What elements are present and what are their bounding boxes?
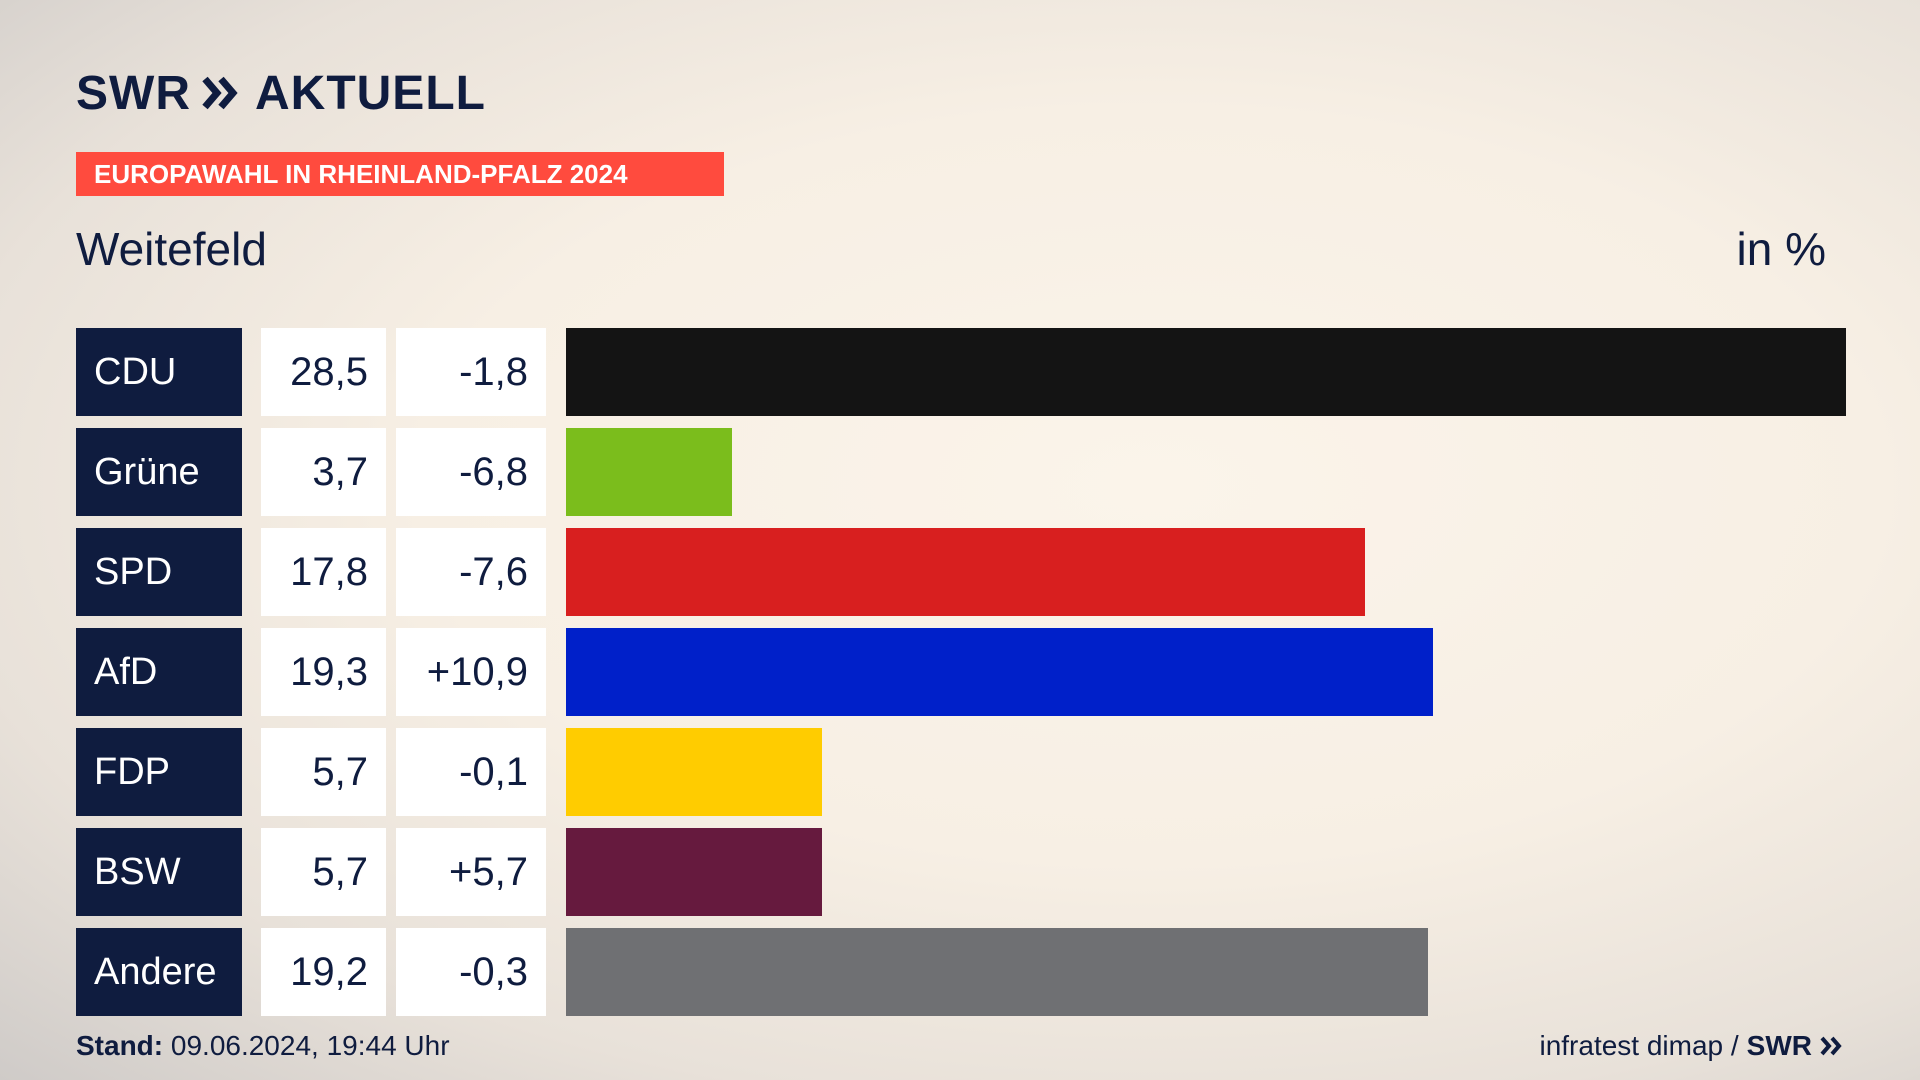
chart-row: AfD 19,3 +10,9 <box>76 628 1846 716</box>
value-label: 19,3 <box>261 628 386 716</box>
brand-name-left: SWR <box>76 66 191 120</box>
unit-label: in % <box>1736 223 1826 275</box>
result-bar <box>566 628 1433 716</box>
party-label: CDU <box>76 328 242 416</box>
result-bar <box>566 528 1365 616</box>
result-bar <box>566 828 822 916</box>
chart-row: Grüne 3,7 -6,8 <box>76 428 1846 516</box>
diff-label: -0,1 <box>396 728 546 816</box>
result-bar <box>566 728 822 816</box>
source-credit: infratest dimap / SWR <box>1539 1030 1844 1062</box>
source-brand: SWR <box>1746 1030 1812 1061</box>
source-text: infratest dimap / <box>1539 1030 1739 1061</box>
place-title: Weitefeld <box>76 223 267 275</box>
value-label: 5,7 <box>261 728 386 816</box>
diff-label: -7,6 <box>396 528 546 616</box>
result-bar <box>566 328 1846 416</box>
chart-row: Andere 19,2 -0,3 <box>76 928 1846 1016</box>
diff-label: +5,7 <box>396 828 546 916</box>
result-bar <box>566 428 732 516</box>
timestamp: Stand: 09.06.2024, 19:44 Uhr <box>76 1030 450 1062</box>
diff-label: -6,8 <box>396 428 546 516</box>
party-label: BSW <box>76 828 242 916</box>
party-label: AfD <box>76 628 242 716</box>
diff-label: -1,8 <box>396 328 546 416</box>
result-bar <box>566 928 1428 1016</box>
election-badge: EUROPAWAHL IN RHEINLAND-PFALZ 2024 <box>76 152 724 196</box>
party-label: FDP <box>76 728 242 816</box>
chart-row: SPD 17,8 -7,6 <box>76 528 1846 616</box>
value-label: 19,2 <box>261 928 386 1016</box>
chart-row: BSW 5,7 +5,7 <box>76 828 1846 916</box>
party-label: Andere <box>76 928 242 1016</box>
party-label: Grüne <box>76 428 242 516</box>
double-chevron-icon <box>1820 1036 1842 1056</box>
value-label: 3,7 <box>261 428 386 516</box>
diff-label: +10,9 <box>396 628 546 716</box>
brand-name-right: AKTUELL <box>254 66 486 120</box>
chart-row: CDU 28,5 -1,8 <box>76 328 1846 416</box>
stand-value: 09.06.2024, 19:44 Uhr <box>170 1030 450 1061</box>
party-label: SPD <box>76 528 242 616</box>
diff-label: -0,3 <box>396 928 546 1016</box>
value-label: 5,7 <box>261 828 386 916</box>
swr-aktuell-logo: SWR AKTUELL <box>76 66 486 120</box>
value-label: 28,5 <box>261 328 386 416</box>
stand-label: Stand: <box>76 1030 164 1061</box>
chart-row: FDP 5,7 -0,1 <box>76 728 1846 816</box>
value-label: 17,8 <box>261 528 386 616</box>
double-chevron-icon <box>202 76 238 110</box>
